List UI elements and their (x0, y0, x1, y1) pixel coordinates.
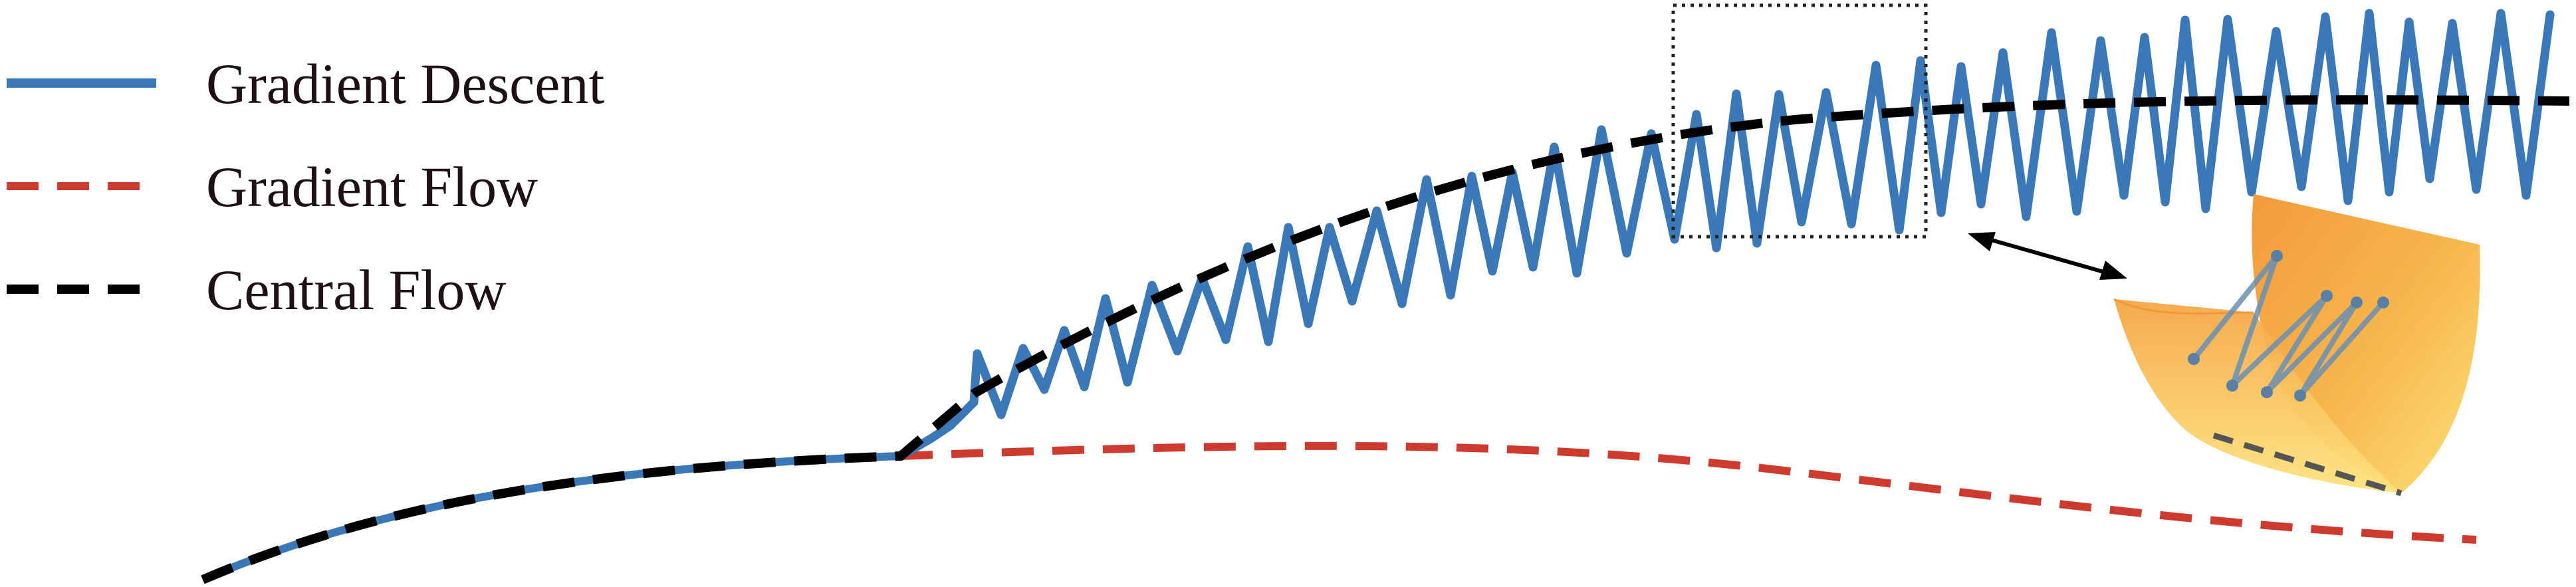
valley-surface-edge (2113, 298, 2254, 315)
legend-item-gradient-descent: Gradient Descent (7, 52, 604, 116)
legend-item-gradient-flow: Gradient Flow (7, 155, 538, 219)
legend-label-central-flow: Central Flow (206, 258, 506, 322)
valley-iterates-path (2191, 253, 2385, 398)
legend-label-gradient-flow: Gradient Flow (206, 155, 538, 219)
valley-surface-front (2114, 299, 2401, 493)
legend-label-gradient-descent: Gradient Descent (206, 52, 604, 116)
gradient-flow-curve (900, 441, 2477, 544)
zoom-arrow (1968, 232, 2127, 280)
valley-surface-inset (2113, 194, 2480, 497)
legend: Gradient Descent Gradient Flow Central F… (7, 52, 604, 322)
shared-initial-gd (201, 452, 901, 584)
central-flow-curve (201, 95, 2570, 584)
valley-iterate-points (2188, 250, 2389, 402)
legend-item-central-flow: Central Flow (7, 258, 506, 322)
valley-floor-central-flow (2212, 432, 2402, 497)
gradient-descent-path (896, 9, 2555, 461)
